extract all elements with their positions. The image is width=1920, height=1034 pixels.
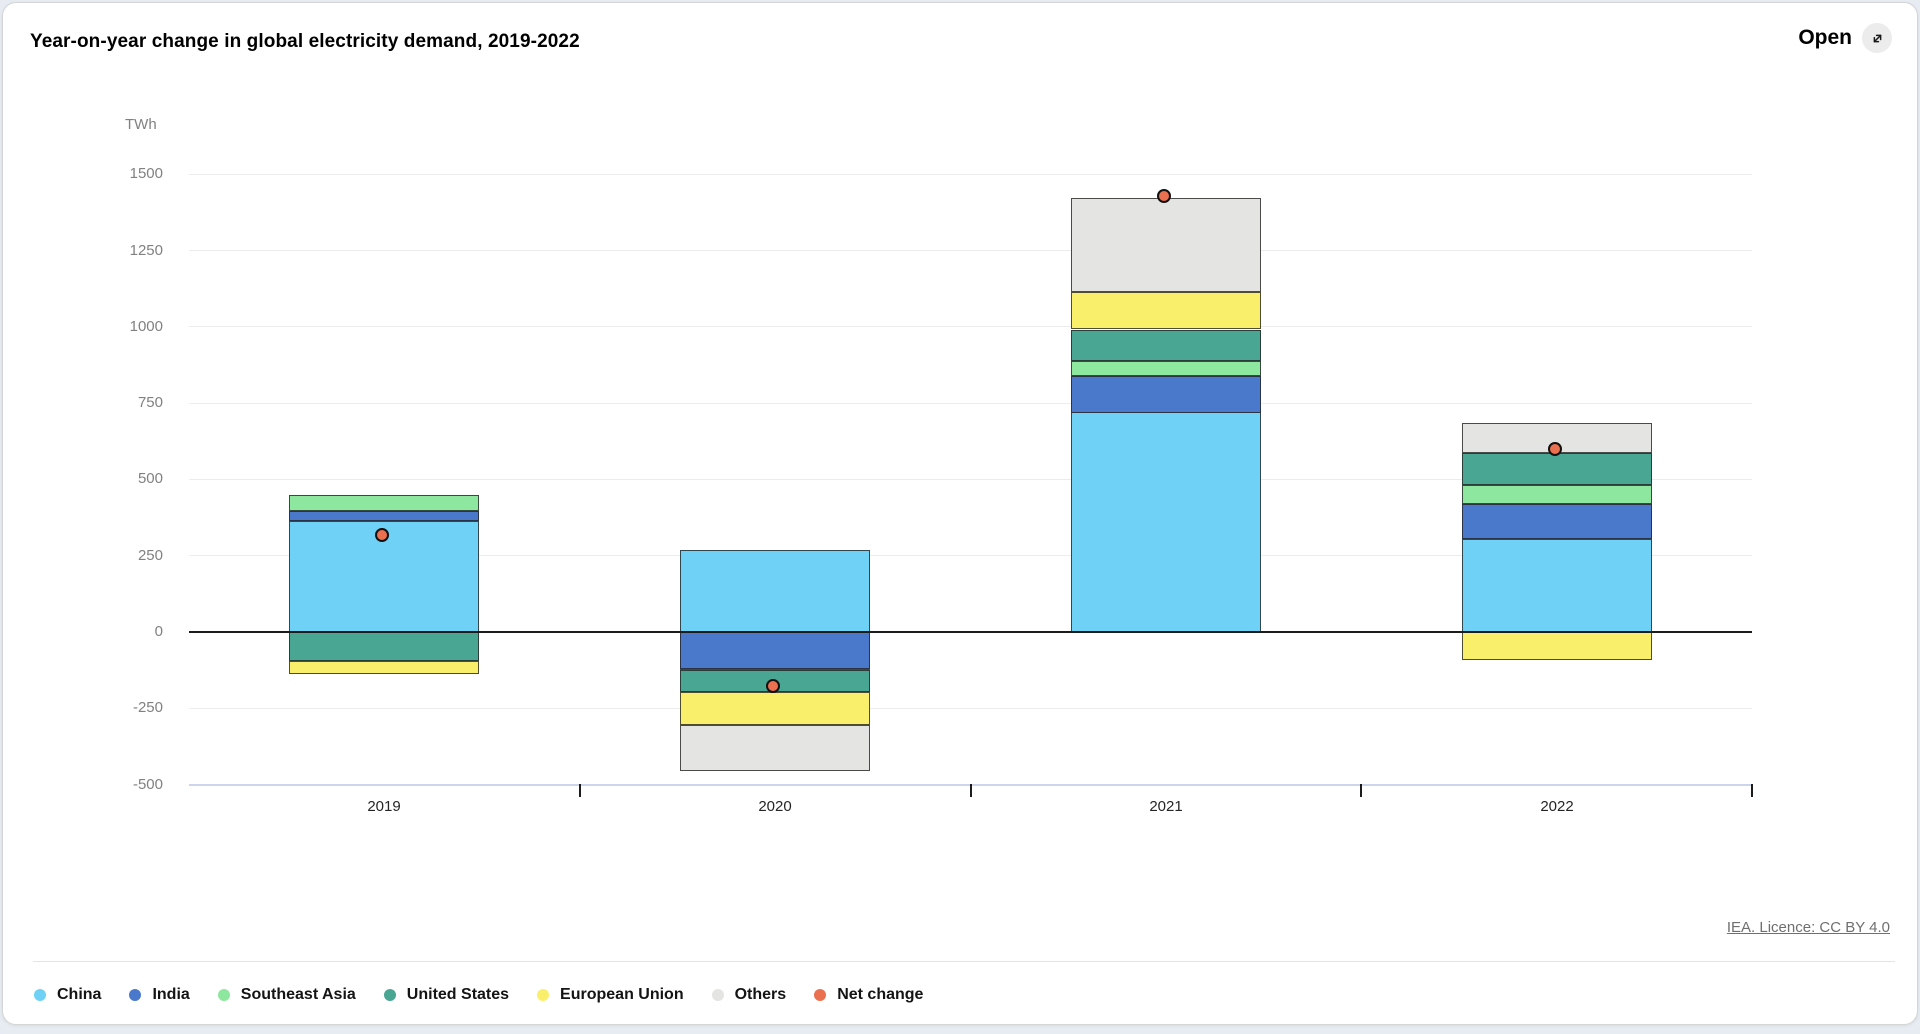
y-axis-label--500: -500 — [132, 775, 163, 793]
legend-label: India — [152, 986, 190, 1003]
legend-label: European Union — [560, 986, 684, 1003]
y-axis-label-1000: 1000 — [129, 317, 163, 335]
y-axis-label-500: 500 — [137, 470, 163, 488]
legend-item-european-union[interactable]: European Union — [537, 986, 684, 1004]
y-axis-label-1500: 1500 — [129, 165, 163, 183]
license-link[interactable]: IEA. Licence: CC BY 4.0 — [1726, 919, 1890, 936]
legend-dot-southeast-asia — [217, 989, 230, 1001]
y-axis-label-1250: 1250 — [129, 241, 163, 259]
legend-label: Others — [734, 986, 787, 1003]
net-change-dot-2022[interactable] — [1548, 442, 1562, 456]
bar-segment-2021-united-states[interactable] — [1071, 330, 1261, 361]
bar-segment-2021-others[interactable] — [1071, 198, 1261, 292]
expand-icon[interactable] — [1862, 23, 1892, 53]
bar-segment-2022-united-states[interactable] — [1462, 453, 1652, 485]
bar-segment-2021-southeast-asia[interactable] — [1071, 361, 1261, 376]
legend-dot-others — [711, 989, 724, 1001]
gridline-1500 — [189, 173, 1752, 175]
legend-label: Southeast Asia — [240, 986, 356, 1003]
gridline-500 — [189, 478, 1752, 480]
open-button[interactable]: Open — [1798, 23, 1892, 53]
bar-segment-2019-united-states[interactable] — [289, 632, 479, 661]
bar-segment-2020-european-union[interactable] — [680, 692, 870, 725]
open-button-label: Open — [1798, 26, 1852, 49]
legend: China India Southeast Asia United States Eur… — [34, 986, 923, 1004]
y-axis-label-250: 250 — [137, 546, 163, 564]
legend-item-united-states[interactable]: United States — [383, 986, 510, 1004]
legend-label: China — [57, 986, 102, 1003]
x-axis-label-2021: 2021 — [1149, 798, 1183, 815]
legend-item-net-change[interactable]: Net change — [814, 986, 923, 1004]
bar-segment-2022-india[interactable] — [1462, 504, 1652, 539]
x-axis-tick — [579, 783, 581, 797]
gridline-250 — [189, 555, 1752, 557]
net-change-dot-2019[interactable] — [375, 528, 389, 542]
legend-label: Net change — [837, 986, 924, 1003]
legend-item-china[interactable]: China — [34, 986, 101, 1004]
x-axis-tick — [1360, 783, 1362, 797]
legend-dot-united-states — [383, 989, 396, 1001]
y-axis-unit-label: TWh — [125, 116, 157, 133]
legend-item-others[interactable]: Others — [711, 986, 787, 1004]
y-axis-label-0: 0 — [154, 623, 163, 640]
bar-segment-2022-china[interactable] — [1462, 539, 1652, 632]
bar-segment-2022-european-union[interactable] — [1462, 632, 1652, 660]
x-axis-label-2019: 2019 — [367, 798, 401, 815]
bar-segment-2019-india[interactable] — [289, 511, 479, 521]
legend-dot-net-change — [814, 989, 827, 1001]
x-axis-tick — [970, 783, 972, 797]
x-axis-label-2020: 2020 — [758, 798, 792, 815]
legend-label: United States — [406, 986, 510, 1003]
gridline-1000 — [189, 326, 1752, 328]
net-change-dot-2020[interactable] — [766, 679, 780, 693]
bar-segment-2020-india[interactable] — [680, 632, 870, 669]
bar-segment-2021-china[interactable] — [1071, 412, 1261, 632]
y-axis-label--250: -250 — [132, 699, 163, 717]
net-change-dot-2021[interactable] — [1157, 189, 1171, 203]
x-axis-label-2022: 2022 — [1540, 798, 1574, 815]
bar-segment-2020-others[interactable] — [680, 725, 870, 771]
gridline-750 — [189, 402, 1752, 404]
plot-area: 1500 1250 1000 750 500 250 0 -250 -500 TWh 2019 202… — [3, 3, 1920, 1034]
bar-segment-2021-india[interactable] — [1071, 376, 1261, 413]
chart-title: Year-on-year change in global electricit… — [30, 31, 580, 52]
bar-segment-2021-european-union[interactable] — [1071, 292, 1261, 329]
legend-dot-india — [129, 989, 142, 1001]
zero-line — [189, 631, 1752, 633]
y-axis-label-750: 750 — [137, 394, 163, 412]
legend-dot-european-union — [537, 989, 550, 1001]
x-axis-tick — [1751, 783, 1753, 797]
legend-divider — [33, 961, 1895, 962]
legend-item-southeast-asia[interactable]: Southeast Asia — [217, 986, 356, 1004]
bar-segment-2019-southeast-asia[interactable] — [289, 495, 479, 511]
legend-item-india[interactable]: India — [129, 986, 190, 1004]
gridline--250 — [189, 707, 1752, 709]
bar-segment-2022-southeast-asia[interactable] — [1462, 485, 1652, 504]
legend-dot-china — [34, 989, 46, 1001]
bar-segment-2020-china[interactable] — [680, 550, 870, 632]
bar-segment-2019-european-union[interactable] — [289, 661, 479, 674]
gridline-1250 — [189, 250, 1752, 251]
